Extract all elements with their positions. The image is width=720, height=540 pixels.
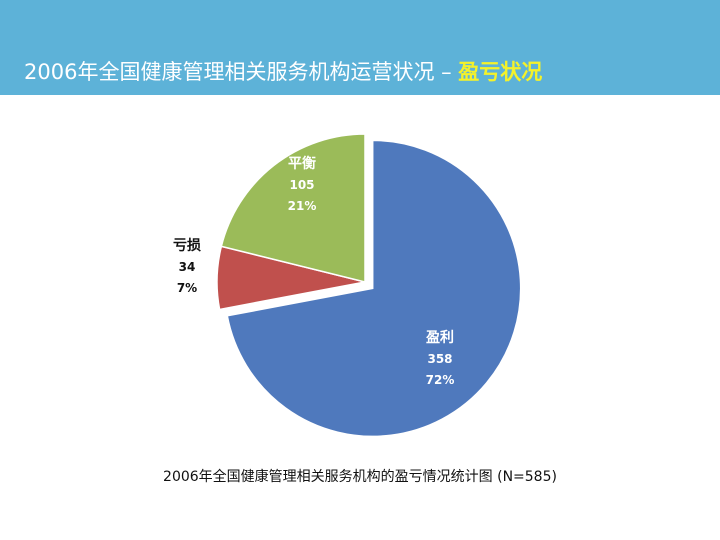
slice-name-label: 平衡 [288,155,316,172]
page-title: 2006年全国健康管理相关服务机构运营状况 – 盈亏状况 [24,56,542,86]
pie-slices [216,133,522,438]
slice-percent-label: 7% [177,281,197,295]
slice-percent-label: 72% [426,373,455,387]
pie-slice [226,139,522,438]
pie-labels: 盈利 358 72% 亏损 34 7% 平衡 105 21% [173,155,454,387]
slice-count-label: 358 [427,352,452,366]
slice-count-label: 34 [179,260,196,274]
pie-slice [220,133,366,283]
title-highlight: 盈亏状况 [458,60,543,84]
slice-count-label: 105 [289,178,314,192]
slice-name-label: 亏损 [173,237,201,254]
slice-name-label: 盈利 [425,329,454,346]
chart-caption: 2006年全国健康管理相关服务机构的盈亏情况统计图 (N=585) [163,469,557,485]
header-bar: 2006年全国健康管理相关服务机构运营状况 – 盈亏状况 [0,0,720,95]
pie-chart: 盈利 358 72% 亏损 34 7% 平衡 105 21% [173,133,522,438]
title-main: 2006年全国健康管理相关服务机构运营状况 – [24,60,459,84]
slice-percent-label: 21% [288,199,317,213]
